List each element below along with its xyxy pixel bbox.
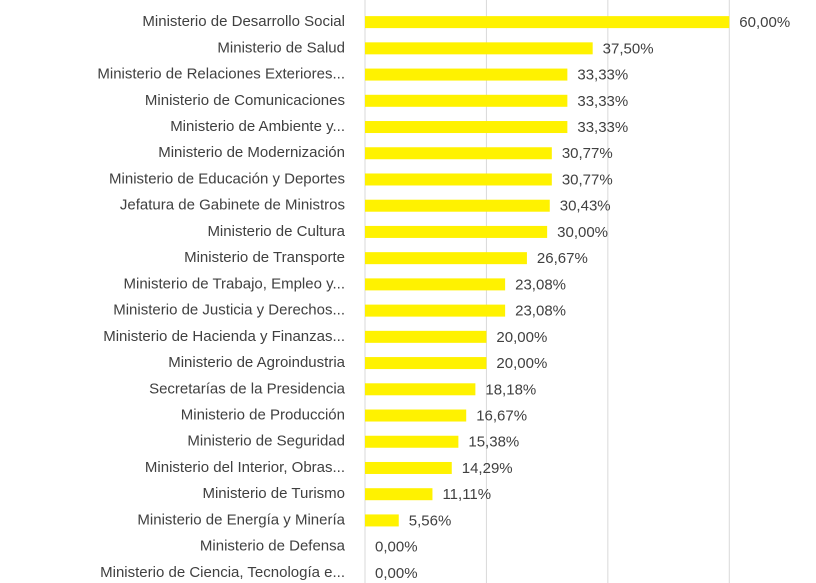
y-tick-label: Ministerio de Relaciones Exteriores... xyxy=(97,66,345,83)
data-label: 30,77% xyxy=(562,171,613,188)
y-tick-label: Ministerio de Ambiente y... xyxy=(170,118,345,135)
bar xyxy=(365,199,550,212)
data-label: 0,00% xyxy=(375,539,418,556)
bar xyxy=(365,435,459,448)
data-label: 5,56% xyxy=(409,512,452,529)
bar xyxy=(365,42,593,55)
data-label: 33,33% xyxy=(577,67,628,84)
y-tick-label: Ministerio de Turismo xyxy=(202,485,345,502)
data-label: 37,50% xyxy=(603,40,654,57)
bar xyxy=(365,409,467,422)
data-label: 15,38% xyxy=(468,434,519,451)
data-label: 18,18% xyxy=(485,381,536,398)
y-tick-label: Ministerio de Cultura xyxy=(207,223,345,240)
bar xyxy=(365,16,730,29)
y-tick-label: Ministerio de Trabajo, Empleo y... xyxy=(124,275,345,292)
bar xyxy=(365,68,568,81)
bar xyxy=(365,225,548,238)
data-label: 30,00% xyxy=(557,224,608,241)
data-label: 26,67% xyxy=(537,250,588,267)
y-tick-label: Ministerio de Producción xyxy=(181,406,345,423)
data-label: 20,00% xyxy=(496,355,547,372)
data-label: 20,00% xyxy=(496,329,547,346)
y-tick-label: Ministerio de Justicia y Derechos... xyxy=(113,302,345,319)
bar xyxy=(365,330,487,343)
bar xyxy=(365,252,527,265)
data-label: 30,77% xyxy=(562,145,613,162)
data-label: 30,43% xyxy=(560,198,611,215)
bar xyxy=(365,173,552,186)
bar xyxy=(365,383,476,396)
bar xyxy=(365,357,487,370)
data-label: 11,11% xyxy=(442,486,491,503)
y-tick-label: Ministerio de Salud xyxy=(217,39,345,56)
data-label: 23,08% xyxy=(515,303,566,320)
y-tick-label: Ministerio de Comunicaciones xyxy=(145,92,345,109)
y-tick-label: Ministerio de Educación y Deportes xyxy=(109,170,345,187)
y-tick-label: Ministerio de Energía y Minería xyxy=(137,511,345,528)
y-tick-label: Ministerio de Desarrollo Social xyxy=(142,13,345,30)
y-tick-label: Ministerio de Defensa xyxy=(200,538,346,555)
data-label: 14,29% xyxy=(462,460,513,477)
y-tick-label: Jefatura de Gabinete de Ministros xyxy=(120,197,345,214)
bar xyxy=(365,488,433,501)
data-label: 23,08% xyxy=(515,276,566,293)
y-tick-label: Ministerio de Transporte xyxy=(184,249,345,266)
y-tick-label: Ministerio de Agroindustria xyxy=(168,354,345,371)
y-tick-label: Ministerio de Seguridad xyxy=(187,433,345,450)
bar xyxy=(365,94,568,107)
data-label: 33,33% xyxy=(577,93,628,110)
data-label: 60,00% xyxy=(739,14,790,31)
y-tick-label: Ministerio de Modernización xyxy=(158,144,345,161)
y-tick-label: Ministerio de Hacienda y Finanzas... xyxy=(103,328,345,345)
bar xyxy=(365,461,452,474)
bar xyxy=(365,147,552,160)
bar xyxy=(365,304,506,317)
data-label: 33,33% xyxy=(577,119,628,136)
bar xyxy=(365,514,399,527)
bar xyxy=(365,278,506,291)
y-tick-label: Secretarías de la Presidencia xyxy=(149,380,346,397)
y-tick-label: Ministerio de Ciencia, Tecnología e... xyxy=(100,564,345,581)
y-tick-label: Ministerio del Interior, Obras... xyxy=(145,459,345,476)
data-label: 0,00% xyxy=(375,565,418,582)
data-label: 16,67% xyxy=(476,407,527,424)
bar xyxy=(365,121,568,134)
